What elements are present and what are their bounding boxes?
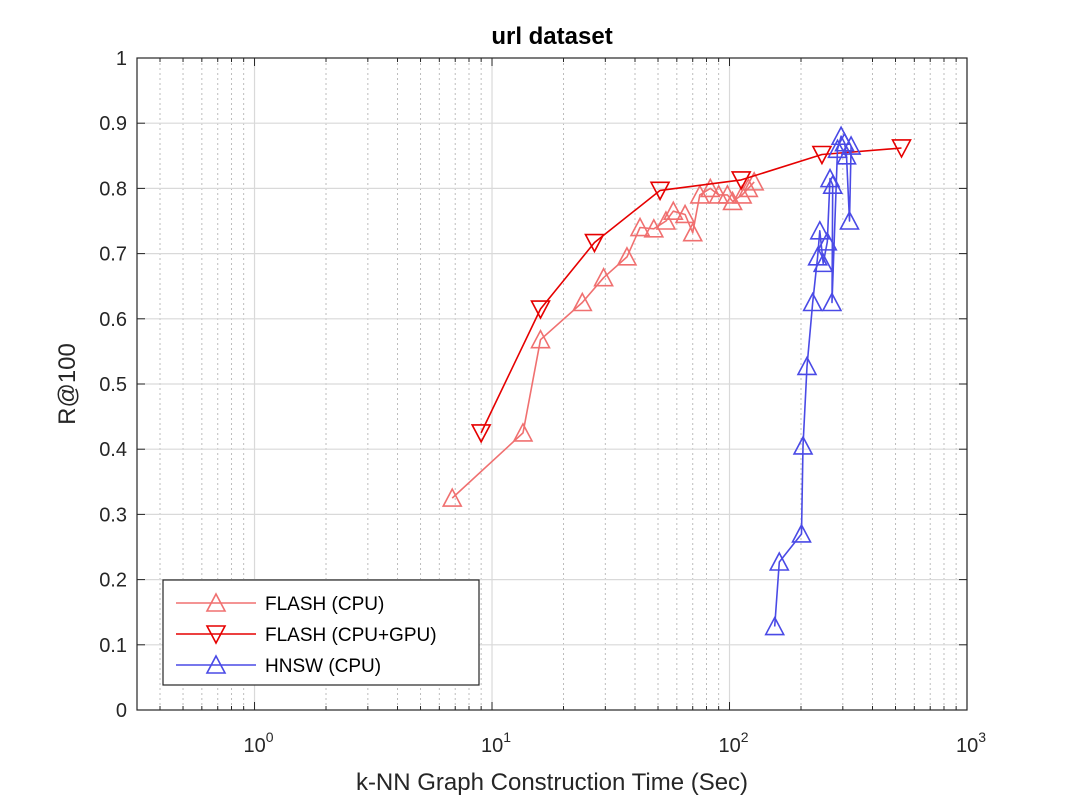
y-axis-label: R@100 <box>54 343 81 425</box>
data-point-marker <box>689 184 711 204</box>
series-line <box>773 135 852 627</box>
x-tick-labels: 100 101 102 103 <box>243 729 986 757</box>
x-tick-label: 103 <box>956 729 986 757</box>
plot-area-frame <box>136 57 968 711</box>
y-tick-labels: 0 0.1 0.2 0.3 0.4 0.5 0.6 0.7 0.8 0.9 1 <box>99 48 127 722</box>
data-point-marker <box>792 435 814 455</box>
data-point-marker <box>809 220 831 240</box>
data-point-marker <box>802 291 824 312</box>
legend-label-flash-cpu-gpu: FLASH (CPU+GPU) <box>265 625 437 646</box>
axis-ticks <box>137 57 968 711</box>
data-point-marker <box>655 210 677 230</box>
data-point-marker <box>682 222 704 242</box>
legend-item-flash-cpu: FLASH (CPU) <box>176 592 384 615</box>
legend-label-hnsw-cpu: HNSW (CPU) <box>265 656 381 677</box>
y-tick-label: 0.5 <box>99 374 127 396</box>
chart-title: url dataset <box>491 23 612 50</box>
data-point-marker <box>811 145 833 166</box>
data-point-marker <box>737 177 759 198</box>
y-tick-label: 0.7 <box>99 244 127 266</box>
data-point-marker <box>470 424 492 444</box>
series-line <box>480 147 902 434</box>
data-point-marker <box>891 139 912 159</box>
data-point-marker <box>616 246 638 266</box>
legend-marker-flash-cpu-gpu <box>205 625 227 645</box>
data-point-marker <box>743 171 765 191</box>
data-point-marker <box>530 328 551 349</box>
y-tick-label: 0.6 <box>99 309 127 331</box>
data-point-marker <box>812 252 834 273</box>
y-tick-label: 0 <box>116 700 127 722</box>
data-point-marker <box>674 203 696 224</box>
data-point-marker <box>584 233 605 254</box>
x-tick-label: 102 <box>718 729 748 757</box>
y-tick-label: 1 <box>116 48 127 70</box>
data-point-marker <box>722 190 743 211</box>
data-point-marker <box>699 177 721 198</box>
data-point-marker <box>593 267 614 287</box>
data-point-marker <box>441 487 463 507</box>
data-point-marker <box>731 184 753 204</box>
data-point-marker <box>571 291 593 312</box>
data-point-marker <box>796 355 818 376</box>
data-point-marker <box>836 145 857 165</box>
series-1 <box>470 139 912 444</box>
y-tick-label: 0.1 <box>99 635 127 657</box>
x-tick-label: 100 <box>243 729 273 757</box>
x-axis-label: k-NN Graph Construction Time (Sec) <box>356 769 748 796</box>
legend-label-flash-cpu: FLASH (CPU) <box>265 594 384 615</box>
data-point-marker <box>629 216 651 237</box>
x-tick-label: 101 <box>481 729 511 757</box>
data-point-marker <box>840 135 862 155</box>
data-point-marker <box>821 291 843 312</box>
data-point-marker <box>730 171 752 191</box>
data-point-marker <box>768 551 790 571</box>
series-0 <box>441 171 765 507</box>
y-tick-label: 0.2 <box>99 570 127 592</box>
legend-item-hnsw-cpu: HNSW (CPU) <box>176 654 381 677</box>
legend-box <box>162 579 480 686</box>
data-point-marker <box>791 523 812 543</box>
legend-marker-flash-cpu <box>205 592 227 612</box>
data-point-marker <box>662 200 684 221</box>
data-point-marker <box>822 174 844 194</box>
y-tick-label: 0.3 <box>99 504 127 526</box>
legend: FLASH (CPU) FLASH (CPU+GPU) HNSW (CPU) <box>162 579 480 686</box>
data-point-marker <box>530 300 551 320</box>
data-point-marker <box>512 422 534 442</box>
legend-marker-hnsw-cpu <box>205 654 227 674</box>
y-tick-label: 0.8 <box>99 178 127 200</box>
data-point-marker <box>827 138 848 159</box>
data-point-marker <box>764 615 786 636</box>
series-2 <box>764 125 862 636</box>
y-tick-label: 0.9 <box>99 113 127 135</box>
series-line <box>451 181 755 499</box>
data-point-marker <box>816 231 838 251</box>
legend-item-flash-cpu-gpu: FLASH (CPU+GPU) <box>176 625 437 646</box>
data-point-marker <box>839 210 860 230</box>
data-point-marker <box>649 181 671 202</box>
plot-series <box>441 125 912 636</box>
y-tick-label: 0.4 <box>99 439 127 461</box>
